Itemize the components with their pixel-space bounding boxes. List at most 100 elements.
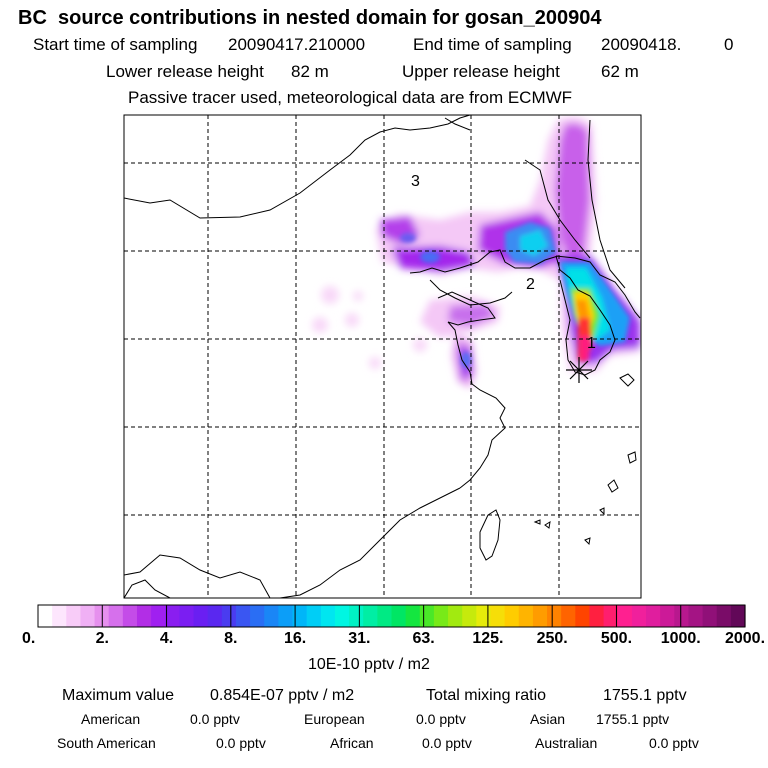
colorbar-swatch	[674, 605, 690, 627]
lower-release-label: Lower release height	[106, 62, 264, 81]
colorbar-swatch	[52, 605, 67, 627]
colorbar-swatch	[207, 605, 223, 627]
colorbar-swatch	[66, 605, 82, 627]
colorbar-swatch	[221, 605, 237, 627]
region-name: Australian	[535, 735, 598, 751]
colorbar-swatch	[716, 605, 732, 627]
colorbar-swatch	[108, 605, 124, 627]
start-time-label: Start time of sampling	[33, 35, 198, 54]
region-name: European	[304, 711, 365, 727]
tracer-plume	[312, 116, 640, 388]
colorbar-swatch	[730, 605, 746, 627]
region-name: African	[330, 735, 374, 751]
colorbar-swatch	[419, 605, 435, 627]
colorbar-swatch	[349, 605, 364, 627]
colorbar-swatch	[702, 605, 718, 627]
end-time-value: 20090418.	[601, 35, 682, 54]
plot-title: BC source contributions in nested domain…	[18, 7, 602, 29]
region-label: 1	[587, 335, 596, 352]
colorbar-tick-label: 125.	[472, 630, 504, 647]
region-label: 3	[411, 173, 420, 190]
lat-lon-grid	[124, 115, 641, 598]
colorbar-swatch	[278, 605, 294, 627]
colorbar-swatch	[476, 605, 492, 627]
colorbar-tick-label: 16.	[283, 630, 307, 647]
colorbar-swatch	[518, 605, 534, 627]
colorbar-swatch	[660, 605, 675, 627]
start-time-value: 20090417.210000	[228, 35, 366, 54]
colorbar-tick-label: 2.	[95, 630, 109, 647]
colorbar-tick-label: 0.	[22, 630, 36, 647]
colorbar-swatch	[532, 605, 548, 627]
region-label: 2	[526, 276, 535, 293]
colorbar-tick-label: 63.	[412, 630, 435, 647]
colorbar-swatch	[617, 605, 633, 627]
total-mixing-label: Total mixing ratio	[426, 687, 547, 704]
region-value: 0.0 pptv	[216, 735, 266, 751]
colorbar-swatch	[504, 605, 520, 627]
colorbar-swatch	[250, 605, 265, 627]
colorbar-tick-label: 250.	[536, 630, 568, 647]
colorbar-tick-label: 8.	[224, 630, 238, 647]
colorbar	[38, 605, 746, 627]
upper-release-value: 62 m	[601, 62, 639, 81]
lower-release-value: 82 m	[291, 62, 329, 81]
colorbar-swatch	[448, 605, 463, 627]
max-value: 0.854E-07 pptv / m2	[210, 687, 355, 704]
colorbar-swatch	[646, 605, 661, 627]
colorbar-swatch	[122, 605, 138, 627]
region-value: 0.0 pptv	[416, 711, 466, 727]
upper-release-label: Upper release height	[402, 62, 560, 81]
max-value-label: Maximum value	[62, 687, 175, 704]
colorbar-swatch	[80, 605, 96, 627]
region-name: South American	[57, 735, 156, 751]
colorbar-frame	[37, 604, 746, 628]
colorbar-swatch	[561, 605, 576, 627]
colorbar-tick-label: 4.	[159, 630, 174, 647]
region-value: 1755.1 pptv	[596, 711, 670, 727]
colorbar-swatch	[589, 605, 605, 627]
colorbar-swatch	[363, 605, 378, 627]
coastlines	[124, 115, 641, 598]
colorbar-tick-label: 500.	[600, 630, 633, 647]
region-name: Asian	[530, 711, 566, 727]
region-value: 0.0 pptv	[190, 711, 240, 727]
map-frame	[123, 114, 642, 599]
colorbar-swatch	[603, 605, 619, 627]
colorbar-swatch	[151, 605, 166, 627]
colorbar-swatch	[490, 605, 506, 627]
colorbar-swatch	[547, 605, 562, 627]
colorbar-swatch	[136, 605, 152, 627]
colorbar-swatch	[377, 605, 393, 627]
end-time-label: End time of sampling	[413, 35, 572, 54]
colorbar-swatch	[405, 605, 421, 627]
region-name: American	[81, 711, 141, 727]
colorbar-swatch	[334, 605, 350, 627]
colorbar-tick-label: 1000.	[660, 630, 701, 647]
colorbar-swatch	[433, 605, 449, 627]
colorbar-tick-label: 2000.	[724, 630, 766, 647]
colorbar-swatch	[264, 605, 279, 627]
colorbar-swatch	[391, 605, 407, 627]
colorbar-swatch	[688, 605, 704, 627]
colorbar-swatch	[306, 605, 322, 627]
colorbar-swatch	[575, 605, 591, 627]
total-mixing-value: 1755.1 pptv	[603, 687, 687, 704]
end-time-suffix: 0	[724, 35, 734, 54]
colorbar-swatch	[165, 605, 180, 627]
colorbar-ticks	[101, 605, 682, 627]
colorbar-swatch	[38, 605, 53, 627]
colorbar-tick-label: 31.	[348, 630, 371, 647]
colorbar-unit-label: 10E-10 pptv / m2	[308, 656, 430, 673]
receptor-star-icon	[566, 357, 592, 383]
colorbar-swatch	[631, 605, 647, 627]
colorbar-swatch	[462, 605, 477, 627]
colorbar-swatch	[235, 605, 251, 627]
region-value: 0.0 pptv	[649, 735, 699, 751]
colorbar-swatch	[320, 605, 336, 627]
colorbar-swatch	[193, 605, 209, 627]
colorbar-swatch	[292, 605, 308, 627]
region-value: 0.0 pptv	[422, 735, 472, 751]
tracer-note: Passive tracer used, meteorological data…	[128, 88, 573, 107]
